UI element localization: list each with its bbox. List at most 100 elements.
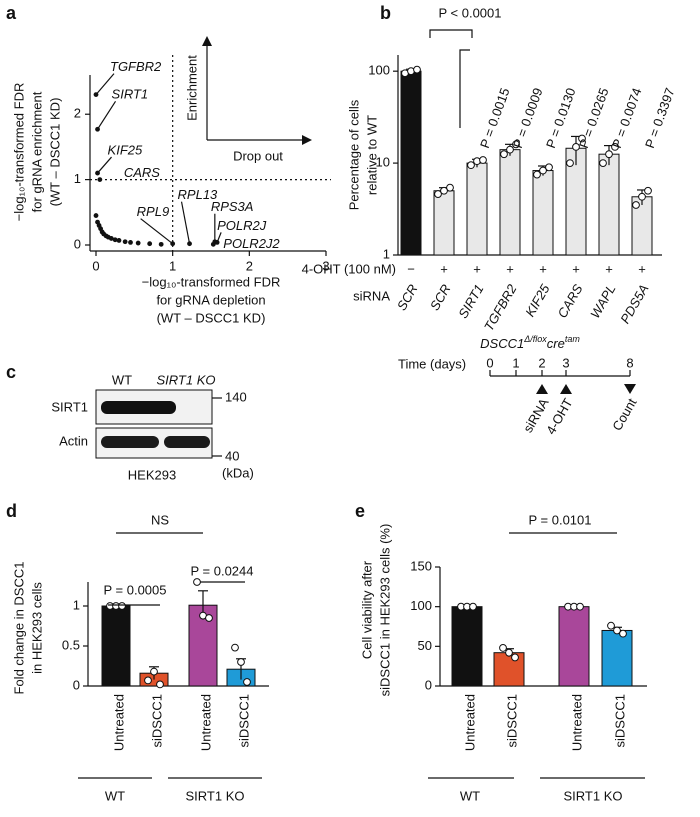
point-label: RPL13 [178, 187, 219, 202]
point [467, 161, 475, 170]
y-axis-label: −log₁₀-transformed FDR [11, 83, 26, 222]
point [231, 643, 239, 652]
point [112, 237, 118, 243]
y-tick-label: 100 [368, 63, 390, 78]
point [135, 240, 141, 246]
panel-letter: b [380, 3, 391, 23]
point [500, 150, 508, 159]
y-tick-label: 10 [376, 155, 390, 170]
y-tick-label: 0 [425, 677, 432, 692]
treatment-value: + [506, 261, 514, 276]
category-label: KIF25 [522, 281, 553, 319]
treatment-value: + [473, 261, 481, 276]
bar [558, 606, 590, 687]
point-label: RPS3A [211, 199, 254, 214]
y-tick-label: 2 [74, 106, 81, 121]
point [644, 186, 652, 195]
category-label: siDSCC1 [504, 694, 519, 747]
point [545, 163, 553, 172]
event-marker [624, 384, 636, 394]
bar [101, 605, 131, 687]
point [118, 602, 126, 610]
point [116, 238, 122, 243]
point-label: POLR2J2 [223, 236, 280, 251]
category-label: siDSCC1 [149, 694, 164, 747]
y-tick-label: 1 [383, 246, 390, 261]
point [512, 140, 520, 149]
category-label: Untreated [198, 694, 213, 751]
group-label: SIRT1 KO [563, 788, 622, 803]
annotation: P = 0.0005 [103, 582, 166, 597]
y-axis-label: Percentage of cells [346, 99, 361, 210]
group-label: WT [460, 788, 480, 803]
arrowhead [202, 36, 212, 46]
leader-line [97, 156, 112, 174]
leader-line [216, 232, 222, 243]
treatment-value: − [407, 261, 415, 276]
unit-label: (kDa) [222, 465, 254, 480]
genotype-part: cre [547, 336, 565, 351]
annotation: NS [151, 512, 169, 527]
point [499, 644, 507, 652]
treatment-value: + [572, 261, 580, 276]
genotype-part: DSCC1 [480, 336, 524, 351]
point [150, 667, 158, 676]
bar [451, 606, 483, 687]
category-label: Untreated [462, 694, 477, 751]
arrowhead [302, 135, 312, 145]
y-tick-label: 1 [74, 171, 81, 186]
y-axis-label: in HEK293 cells [29, 582, 44, 674]
event-marker [560, 384, 572, 394]
band [164, 436, 210, 448]
y-axis-label: Cell viability after [359, 560, 374, 659]
point [533, 170, 541, 179]
bracket [459, 49, 470, 128]
bar [400, 70, 422, 256]
bar [532, 170, 554, 256]
panel-letter: c [6, 362, 16, 382]
point [505, 648, 513, 657]
bar [466, 162, 488, 256]
bracket [429, 29, 473, 38]
point [193, 578, 201, 586]
point [108, 236, 114, 241]
x-axis-label: −log₁₀-transformed FDR [142, 274, 281, 289]
cell-line: HEK293 [128, 467, 176, 482]
y-tick-label: 0 [73, 677, 80, 692]
point [469, 602, 477, 611]
annotation: P = 0.0244 [190, 563, 253, 578]
point [97, 177, 103, 183]
category-label: SCR [394, 282, 421, 313]
y-tick-label: 50 [418, 638, 432, 653]
inset: Enrichment Drop out [184, 36, 312, 163]
panel-letter: e [355, 501, 365, 521]
y-tick-label: 0.5 [62, 637, 80, 652]
point-label: RPL9 [137, 204, 170, 219]
p-value: P < 0.0001 [438, 5, 501, 20]
x-tick-label: 2 [246, 258, 253, 273]
point [144, 676, 152, 685]
category-label: TGFBR2 [481, 281, 520, 334]
leader-line [97, 100, 117, 130]
group-label: WT [105, 788, 125, 803]
genotype-part: tam [565, 334, 581, 344]
point [578, 134, 586, 143]
group-label: SIRT1 KO [185, 788, 244, 803]
point [479, 156, 487, 164]
timeline-day: 0 [486, 355, 493, 370]
p-value: P = 0.0265 [576, 86, 612, 150]
x-axis-label: (WT – DSCC1 KD) [157, 310, 266, 325]
timeline-day: 3 [562, 355, 569, 370]
point-label: KIF25 [108, 143, 143, 158]
y-axis-label: siDSCC1 in HEK293 cells (%) [377, 524, 392, 697]
y-tick-label: 0 [74, 236, 81, 251]
row-label: SIRT1 [51, 399, 88, 414]
point [434, 190, 442, 198]
category-label: WAPL [587, 282, 618, 321]
band [101, 401, 176, 414]
y-tick-label: 1 [73, 597, 80, 612]
bar [601, 629, 633, 687]
category-label: PDS5A [617, 282, 651, 326]
row-label: 4-OHT (100 nM) [302, 261, 396, 276]
marker-label: 140 [225, 389, 247, 404]
